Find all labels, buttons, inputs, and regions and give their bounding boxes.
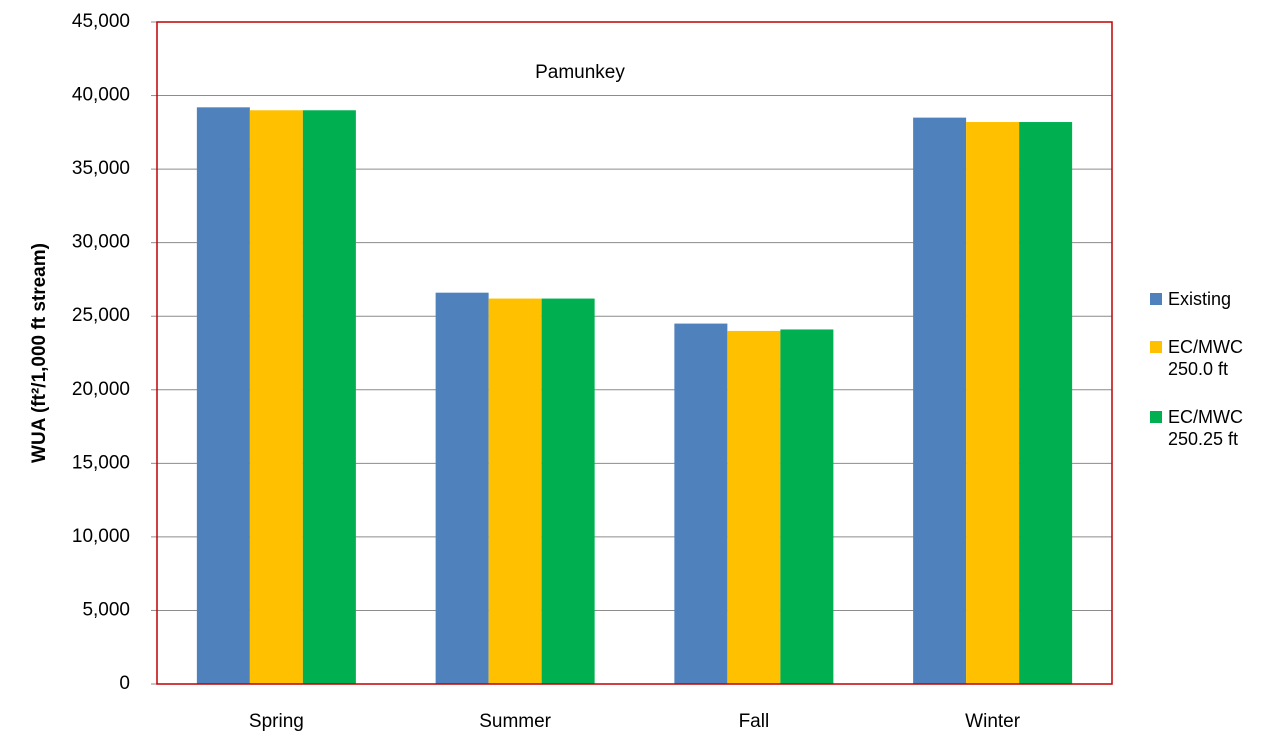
x-tick-label: Winter <box>965 711 1021 732</box>
y-tick-label: 35,000 <box>72 158 130 179</box>
y-tick-label: 5,000 <box>82 599 130 620</box>
x-tick-label: Fall <box>739 711 770 732</box>
x-tick-label: Spring <box>249 711 304 732</box>
bar <box>780 329 834 684</box>
bar <box>302 110 356 685</box>
legend-swatch <box>1150 411 1162 423</box>
bar <box>674 323 728 684</box>
bar <box>541 298 595 684</box>
y-tick-label: 0 <box>119 673 130 694</box>
y-tick-label: 25,000 <box>72 305 130 326</box>
plot-border <box>156 21 1113 685</box>
legend-item: EC/MWC 250.0 ft <box>1150 336 1260 380</box>
bar <box>966 122 1020 685</box>
y-tick-label: 45,000 <box>72 11 130 32</box>
legend-swatch <box>1150 341 1162 353</box>
y-tick-label: 40,000 <box>72 85 130 106</box>
y-tick-label: 30,000 <box>72 232 130 253</box>
legend-swatch <box>1150 293 1162 305</box>
bar <box>1019 122 1073 685</box>
legend-label: EC/MWC 250.25 ft <box>1168 407 1243 449</box>
bar <box>913 117 967 685</box>
bar <box>488 298 542 684</box>
legend-label: Existing <box>1168 289 1232 309</box>
x-tick-label: Summer <box>479 711 551 732</box>
bar <box>249 110 303 685</box>
chart-title: Pamunkey <box>535 62 625 83</box>
legend-item: Existing <box>1150 288 1260 310</box>
bar <box>727 330 781 684</box>
y-axis-label: WUA (ft²/1,000 ft stream) <box>29 243 50 463</box>
bar <box>435 292 489 684</box>
legend-item: EC/MWC 250.25 ft <box>1150 406 1260 450</box>
y-tick-label: 15,000 <box>72 452 130 473</box>
bar <box>196 107 250 684</box>
legend: Existing EC/MWC 250.0 ft EC/MWC 250.25 ft <box>1150 288 1260 476</box>
y-tick-label: 10,000 <box>72 526 130 547</box>
y-tick-label: 20,000 <box>72 379 130 400</box>
legend-label: EC/MWC 250.0 ft <box>1168 337 1243 379</box>
